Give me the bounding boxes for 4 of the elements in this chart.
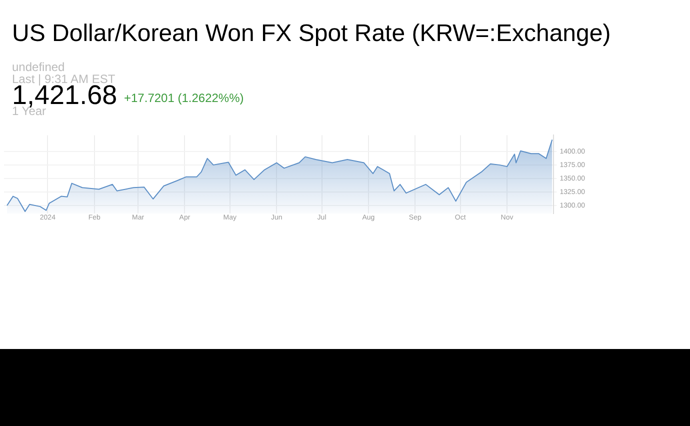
text: +17.7201 (1.2622%%) (124, 91, 244, 105)
text: Last | 9:31 AM EST (12, 72, 116, 86)
text: undefined (12, 60, 65, 74)
chart-title: US Dollar/Korean Won FX Spot Rate (KRW=:Exchange) (12, 20, 611, 48)
